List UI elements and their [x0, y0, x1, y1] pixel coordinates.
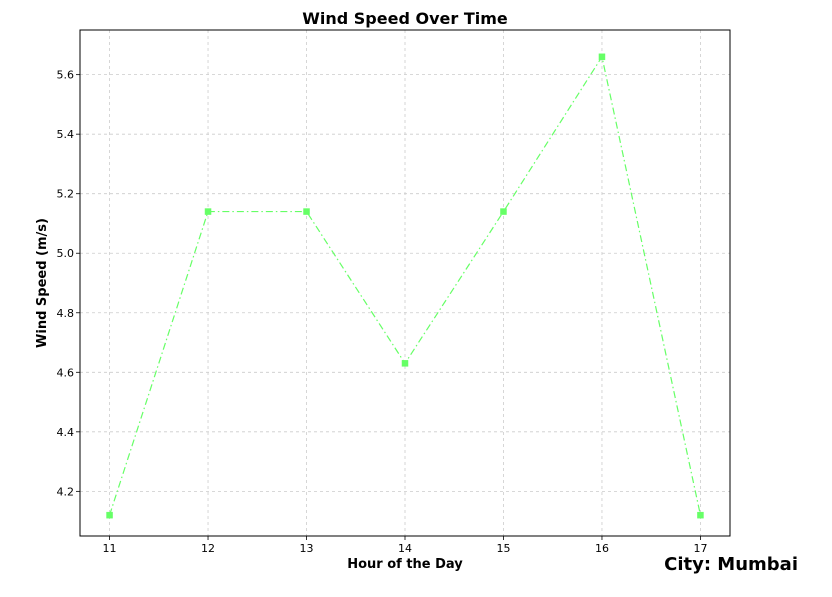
y-tick-label: 5.6	[57, 69, 75, 82]
tick-layer: 11 12 13 14 15 16 17 4.2 4.4 4.6 4.8 5.0 5.2 5.4 5.6	[57, 69, 708, 555]
y-tick-label: 5.0	[57, 247, 75, 260]
series-layer	[106, 53, 704, 519]
data-point-marker	[106, 511, 113, 519]
y-tick-label: 4.4	[57, 426, 75, 439]
data-point-marker	[204, 208, 212, 215]
data-point-marker	[500, 208, 507, 215]
chart-title: Wind Speed Over Time	[302, 9, 508, 28]
city-label: City: Mumbai	[664, 554, 798, 575]
y-tick-label: 4.2	[57, 485, 75, 498]
y-tick-label: 5.2	[57, 188, 75, 201]
x-axis-label: Hour of the Day	[347, 557, 463, 572]
grid-layer	[80, 30, 730, 536]
data-point-marker	[401, 360, 409, 367]
data-point-marker	[598, 53, 606, 61]
y-tick-label: 4.6	[57, 366, 75, 379]
x-tick-label: 12	[201, 542, 215, 555]
data-point-marker	[697, 511, 704, 519]
y-axis-label: Wind Speed (m/s)	[35, 218, 50, 348]
data-point-marker	[303, 208, 310, 215]
y-tick-label: 4.8	[57, 307, 75, 320]
x-tick-label: 14	[398, 542, 412, 555]
y-tick-label: 5.4	[57, 128, 75, 141]
x-tick-label: 11	[103, 542, 117, 555]
x-tick-label: 17	[693, 542, 707, 555]
x-tick-label: 16	[595, 542, 609, 555]
x-tick-label: 13	[300, 542, 314, 555]
x-tick-label: 15	[496, 542, 510, 555]
